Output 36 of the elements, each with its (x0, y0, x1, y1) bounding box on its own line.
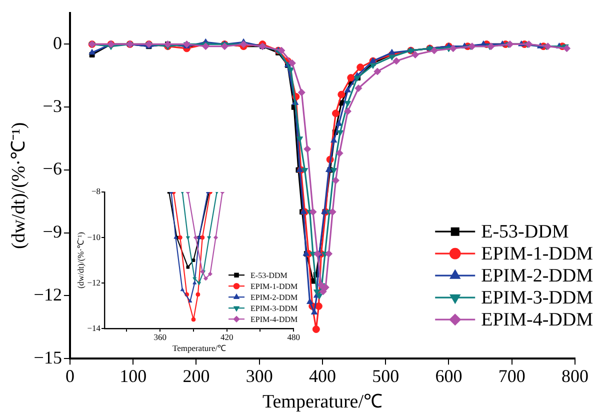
x-tick-label: 600 (435, 366, 462, 386)
legend-label: EPIM-2-DDM (481, 266, 594, 287)
x-tick-label: 100 (120, 366, 147, 386)
y-tick-label: −9 (42, 222, 62, 242)
y-tick-label: −3 (42, 96, 62, 116)
legend-label: EPIM-4-DDM (481, 310, 594, 331)
x-tick-label: 400 (308, 366, 336, 386)
x-axis-title: Temperature/℃ (262, 392, 382, 413)
legend-label: EPIM-1-DDM (481, 244, 594, 265)
y-tick-label: −14 (87, 322, 102, 333)
x-tick-label: 800 (562, 366, 588, 386)
y-tick-label: 0 (52, 32, 62, 53)
legend-label: EPIM-4-DDM (250, 315, 298, 324)
legend-label: EPIM-2-DDM (250, 293, 298, 302)
legend-label: E-53-DDM (481, 222, 569, 243)
x-tick-label: 480 (287, 332, 300, 342)
legend-label: EPIM-3-DDM (481, 288, 594, 309)
y-tick-label: −15 (34, 347, 62, 368)
x-tick-label: 360 (154, 332, 166, 342)
y-tick-label: −12 (34, 284, 62, 304)
y-axis-title: (dw/dt)/(%·℃⁻¹) (75, 232, 86, 289)
x-tick-label: 0 (65, 366, 74, 386)
x-tick-label: 420 (220, 332, 234, 342)
x-tick-label: 500 (372, 366, 400, 386)
y-tick-label: −8 (91, 186, 100, 196)
y-tick-label: −12 (87, 277, 100, 288)
x-tick-label: 700 (498, 366, 526, 386)
legend-label: E-53-DDM (250, 271, 288, 280)
legend-label: EPIM-1-DDM (250, 282, 298, 292)
y-tick-label: −10 (87, 232, 100, 242)
x-tick-label: 300 (246, 366, 273, 386)
legend-label: EPIM-3-DDM (250, 304, 298, 314)
x-axis-title: Temperature/℃ (172, 343, 227, 354)
y-tick-label: −6 (42, 158, 62, 179)
x-tick-label: 200 (182, 366, 210, 386)
y-axis-title: (dw/dt)/(%·℃⁻¹) (8, 122, 30, 250)
